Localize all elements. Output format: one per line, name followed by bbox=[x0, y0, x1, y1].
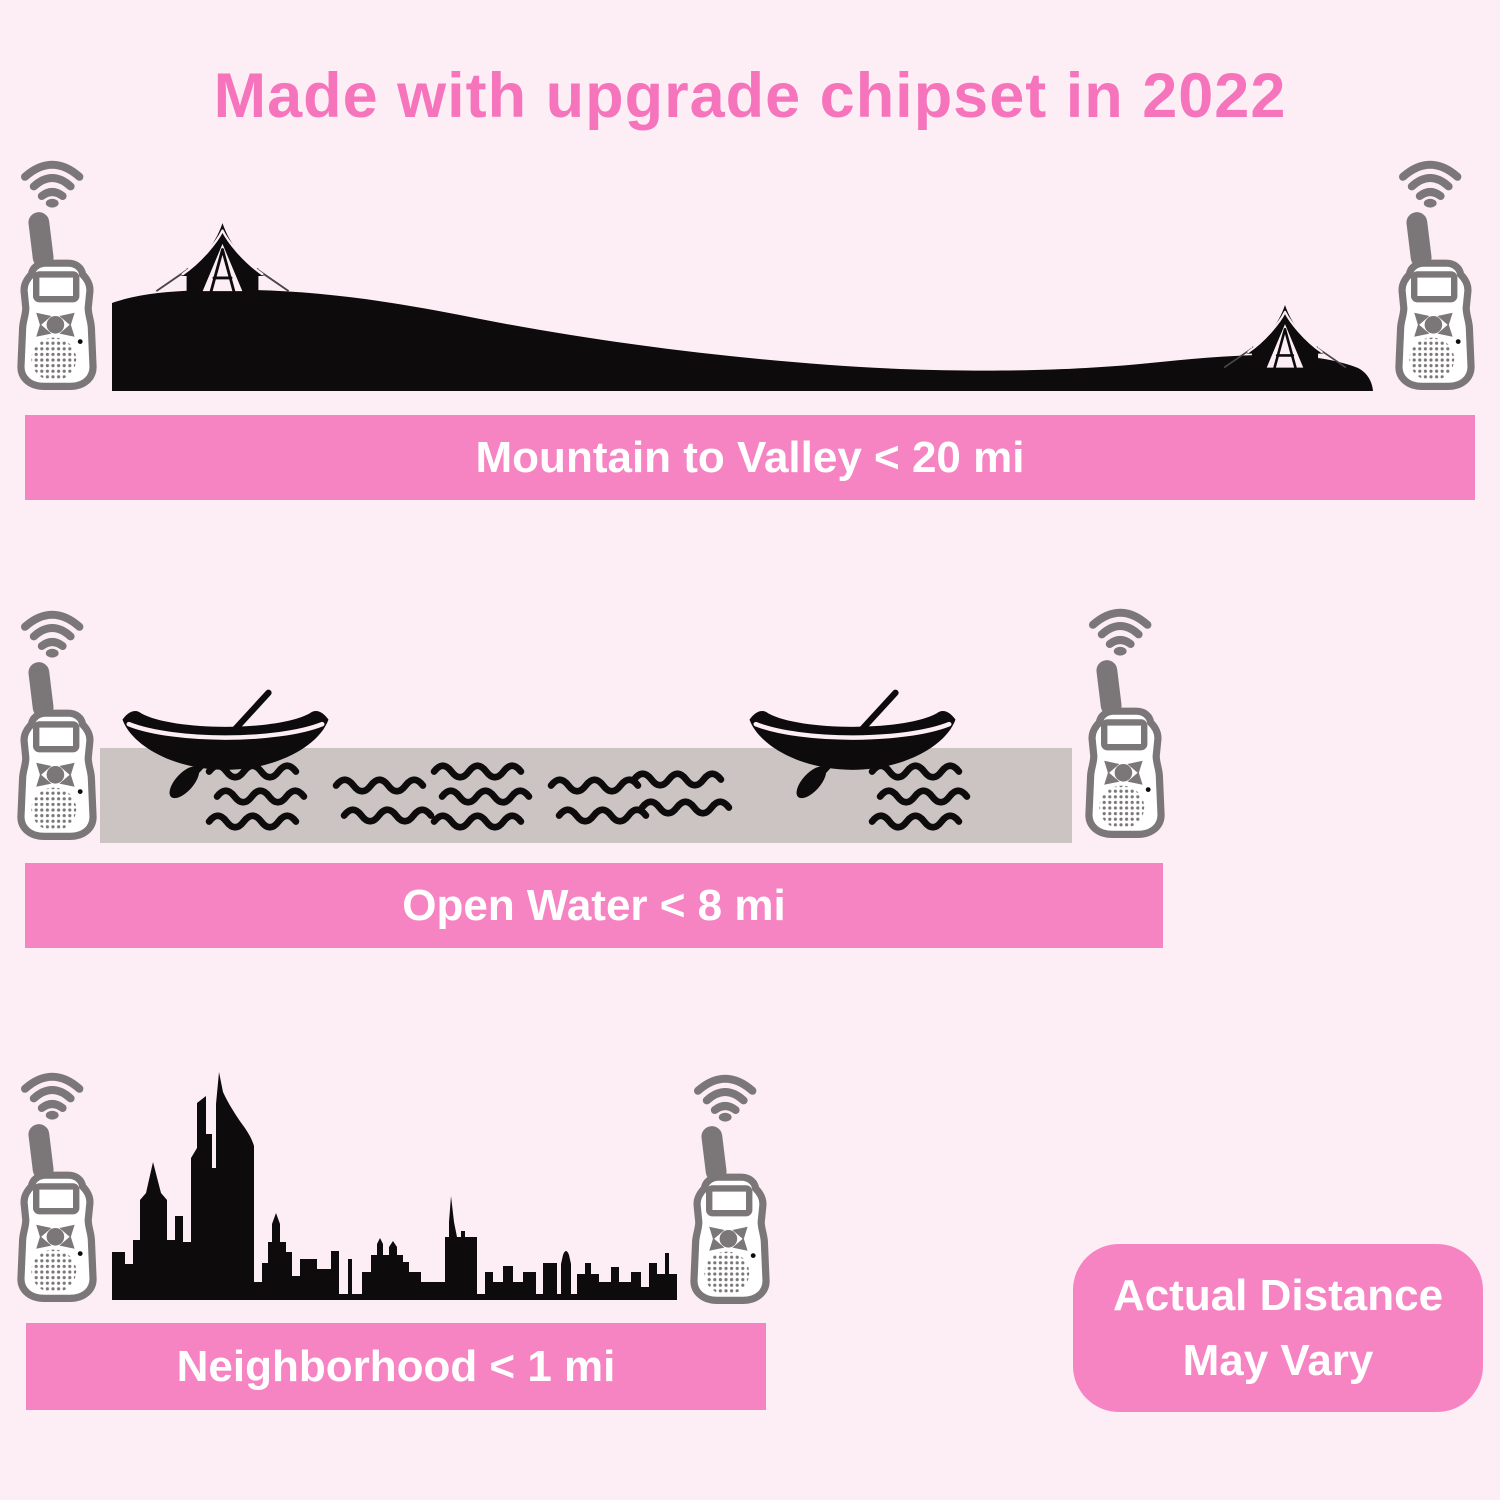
walkie-talkie-icon bbox=[21, 1077, 93, 1299]
range-banner-mountain: Mountain to Valley < 20 mi bbox=[25, 415, 1475, 500]
disclaimer-line-1: Actual Distance bbox=[1112, 1270, 1444, 1320]
range-banner-mountain-label: Mountain to Valley < 20 mi bbox=[475, 432, 1025, 482]
scene-mountain bbox=[21, 165, 1471, 391]
walkie-talkie-icon bbox=[21, 615, 93, 837]
range-banner-neighborhood-label: Neighborhood < 1 mi bbox=[176, 1341, 616, 1391]
walkie-talkie-icon bbox=[694, 1079, 766, 1301]
mountain-silhouette bbox=[112, 289, 1373, 391]
scene-open-water bbox=[21, 613, 1161, 843]
tent-icon bbox=[154, 221, 291, 293]
walkie-talkie-icon bbox=[21, 165, 93, 387]
scene-neighborhood bbox=[21, 1072, 766, 1300]
city-skyline-silhouette bbox=[112, 1072, 677, 1300]
page-title: Made with upgrade chipset in 2022 bbox=[213, 61, 1287, 131]
range-banner-open-water-label: Open Water < 8 mi bbox=[402, 880, 786, 930]
range-banner-neighborhood: Neighborhood < 1 mi bbox=[26, 1323, 766, 1410]
walkie-talkie-icon bbox=[1399, 165, 1471, 387]
disclaimer-badge: Actual Distance May Vary bbox=[1073, 1244, 1483, 1412]
range-banner-open-water: Open Water < 8 mi bbox=[25, 863, 1163, 948]
walkie-talkie-icon bbox=[1089, 613, 1161, 835]
disclaimer-line-2: May Vary bbox=[1182, 1336, 1374, 1385]
